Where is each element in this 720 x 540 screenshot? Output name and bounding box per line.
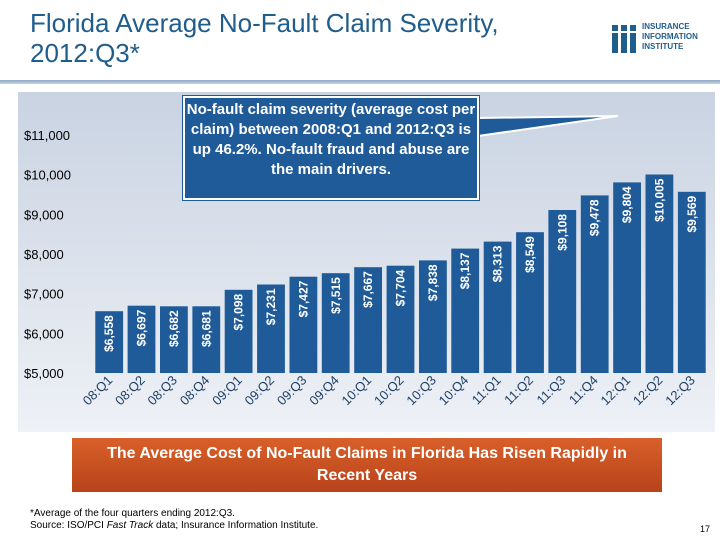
bar-value-label: $6,681 — [199, 310, 213, 347]
x-tick-label: 08:Q2 — [112, 373, 148, 409]
bar — [257, 284, 285, 373]
x-tick-label: 10:Q3 — [403, 373, 439, 409]
bar-value-label: $6,558 — [102, 315, 116, 352]
iii-logo-text: INSURANCE INFORMATION INSTITUTE — [642, 22, 698, 52]
bar-value-label: $9,804 — [620, 186, 634, 223]
bar — [160, 306, 188, 373]
logo-line-2: INFORMATION — [642, 32, 698, 41]
y-tick-label: $9,000 — [24, 207, 64, 222]
page-title: Florida Average No-Fault Claim Severity,… — [30, 8, 499, 68]
bar-chart: $5,000 $6,000 $7,000 $8,000 $9,000 $10,000 $11… — [24, 128, 706, 409]
x-tick-label: 10:Q4 — [436, 373, 472, 409]
footnote-source-suffix: data; Insurance Information Institute. — [153, 520, 319, 531]
x-tick-label: 11:Q4 — [566, 373, 601, 408]
bar-value-label: $7,515 — [329, 277, 343, 314]
bar — [580, 195, 609, 373]
iii-logo-icon — [612, 25, 636, 53]
x-tick-label: 11:Q2 — [501, 373, 536, 408]
bar — [419, 260, 447, 373]
bar-value-label: $7,704 — [394, 269, 408, 306]
x-tick-label: 08:Q3 — [144, 373, 180, 409]
y-tick-label: $5,000 — [24, 366, 64, 381]
x-tick-label: 08:Q4 — [177, 373, 213, 409]
bar — [677, 191, 706, 373]
bar-value-label: $8,137 — [458, 252, 472, 289]
y-tick-label: $6,000 — [24, 326, 64, 341]
bar — [645, 174, 674, 373]
x-tick-label: 09:Q2 — [241, 373, 277, 409]
bar-value-label: $6,697 — [135, 309, 149, 346]
bar — [451, 248, 480, 373]
bar — [224, 289, 253, 373]
summary-banner-text: The Average Cost of No-Fault Claims in F… — [107, 445, 627, 484]
x-tick-label: 12:Q3 — [662, 373, 698, 409]
bar — [95, 311, 124, 373]
bar-value-label: $7,098 — [232, 293, 246, 330]
x-tick-label: 12:Q1 — [598, 373, 634, 409]
x-tick-label: 09:Q1 — [209, 373, 245, 409]
bar-value-label: $6,682 — [167, 310, 181, 347]
x-tick-label: 09:Q3 — [274, 373, 310, 409]
x-tick-label: 10:Q1 — [339, 373, 375, 409]
x-tick-label: 12:Q2 — [630, 373, 666, 409]
bar-value-label: $7,427 — [296, 280, 310, 317]
bar-value-label: $9,478 — [588, 199, 602, 236]
logo-line-1: INSURANCE — [642, 22, 690, 31]
bar-value-label: $10,005 — [652, 178, 666, 222]
bar-value-label: $7,838 — [426, 264, 440, 301]
bar — [127, 305, 156, 373]
bar — [548, 210, 577, 373]
footnote-source-prefix: Source: ISO/PCI — [30, 520, 107, 531]
bar — [289, 276, 318, 373]
x-tick-label: 11:Q1 — [469, 373, 504, 408]
x-tick-label: 09:Q4 — [306, 373, 342, 409]
bar — [354, 267, 382, 373]
footnote-source-italic: Fast Track — [106, 520, 154, 531]
summary-banner: The Average Cost of No-Fault Claims in F… — [72, 438, 662, 492]
iii-logo: INSURANCE INFORMATION INSTITUTE — [610, 22, 710, 58]
footnote: *Average of the four quarters ending 201… — [30, 508, 318, 532]
y-tick-label: $11,000 — [24, 128, 70, 143]
y-tick-label: $7,000 — [24, 287, 64, 302]
bar-value-label: $9,569 — [685, 195, 699, 232]
x-tick-label: 10:Q2 — [371, 373, 407, 409]
callout-box: No-fault claim severity (average cost pe… — [183, 96, 479, 200]
bar — [516, 232, 544, 373]
title-divider — [0, 80, 720, 84]
bar — [483, 241, 512, 373]
x-tick-label: 11:Q3 — [533, 373, 568, 408]
x-tick-label: 08:Q1 — [80, 373, 116, 409]
bar — [192, 306, 221, 373]
bar — [613, 182, 641, 373]
logo-line-3: INSTITUTE — [642, 42, 684, 51]
footnote-line-1: *Average of the four quarters ending 201… — [30, 508, 235, 519]
bar — [386, 265, 415, 373]
bar-value-label: $7,231 — [264, 288, 278, 325]
bar-value-label: $7,667 — [361, 271, 375, 308]
bar-value-label: $8,313 — [491, 245, 505, 282]
y-tick-label: $8,000 — [24, 247, 64, 262]
footnote-line-2: Source: ISO/PCI Fast Track data; Insuran… — [30, 520, 318, 532]
y-tick-label: $10,000 — [24, 168, 71, 183]
page-number: 17 — [700, 524, 711, 534]
bar — [321, 273, 350, 373]
bar-value-label: $9,108 — [555, 214, 569, 251]
bar-value-label: $8,549 — [523, 236, 537, 273]
